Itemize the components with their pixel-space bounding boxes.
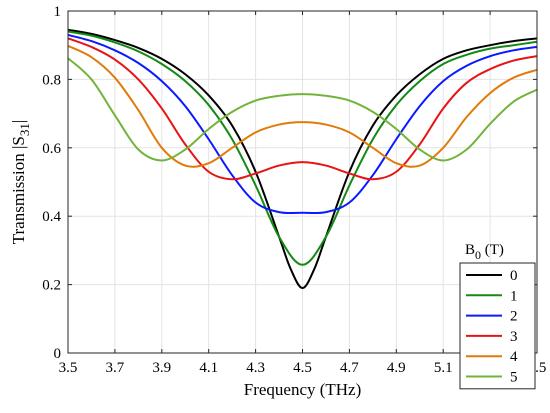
axis-title-layer: Frequency (THz) Transmission |S31| [9, 120, 361, 399]
legend-label-0: 0 [510, 268, 518, 284]
legend-label-2: 2 [510, 309, 518, 325]
x-tick-label: 5.1 [434, 360, 453, 376]
y-tick-label: 0.2 [42, 278, 61, 294]
series-line-1 [67, 30, 538, 266]
legend-label-4: 4 [510, 349, 518, 365]
legend-label-5: 5 [510, 370, 518, 386]
y-axis-title-main: Transmission |S [9, 136, 28, 244]
y-axis-title-subscript: 31 [17, 123, 32, 136]
y-axis-title-end: | [9, 120, 28, 123]
legend-label-3: 3 [510, 329, 518, 345]
y-tick-label: 0.4 [42, 209, 61, 225]
series-line-2 [67, 33, 538, 215]
x-tick-label: 4.3 [246, 360, 265, 376]
y-tick-label: 0 [54, 346, 62, 362]
series-line-3 [67, 37, 538, 181]
x-tick-label: 3.5 [59, 360, 78, 376]
y-tick-label: 1 [54, 4, 62, 20]
y-tick-label: 0.6 [42, 141, 61, 157]
y-tick-label: 0.8 [42, 72, 61, 88]
x-tick-label: 4.9 [387, 360, 406, 376]
x-tick-label: 4.5 [293, 360, 312, 376]
series-line-0 [67, 28, 538, 290]
series-layer [67, 28, 538, 290]
x-tick-label: 4.1 [199, 360, 218, 376]
x-tick-label: 4.7 [340, 360, 359, 376]
legend-label-1: 1 [510, 288, 518, 304]
x-axis-title: Frequency (THz) [244, 380, 362, 399]
x-tick-label: 3.7 [106, 360, 125, 376]
series-line-4 [67, 44, 538, 168]
x-tick-label: 3.9 [152, 360, 171, 376]
y-axis-title: Transmission |S31| [9, 120, 32, 245]
series-line-5 [67, 57, 538, 162]
legend: B0 (T) 0 1 2 3 4 5 [459, 242, 536, 390]
legend-box [459, 262, 536, 390]
legend-title: B0 (T) [465, 242, 504, 262]
